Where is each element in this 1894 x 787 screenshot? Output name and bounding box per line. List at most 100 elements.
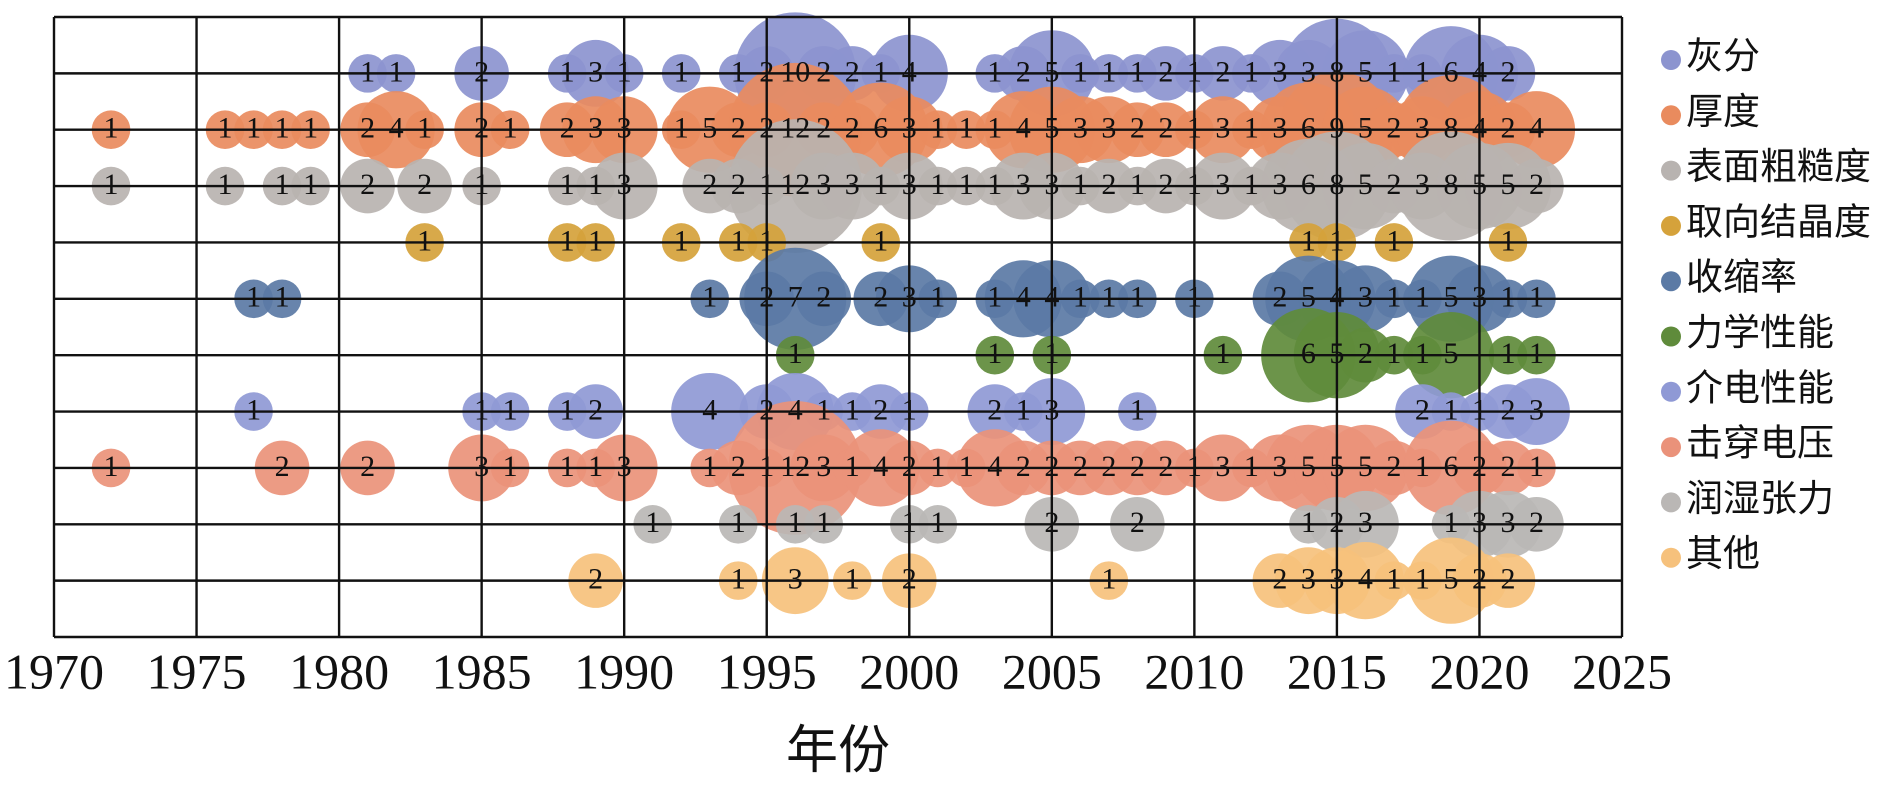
bubble-label: 1 — [104, 168, 119, 201]
bubble-label: 3 — [588, 55, 603, 88]
bubble-label: 2 — [902, 563, 917, 596]
x-tick-label: 1980 — [289, 643, 389, 699]
bubble-label: 3 — [1272, 450, 1287, 483]
bubble-label: 1 — [930, 281, 945, 314]
bubble-label: 1 — [987, 168, 1002, 201]
bubble-label: 2 — [360, 112, 375, 145]
bubble-label: 2 — [759, 55, 774, 88]
legend-label: 力学性能 — [1686, 312, 1834, 354]
bubble-label: 7 — [788, 281, 803, 314]
bubble-label: 3 — [1301, 563, 1316, 596]
bubble-label: 1 — [1329, 224, 1344, 257]
bubble-label: 2 — [731, 112, 746, 145]
bubble-label: 1 — [1244, 112, 1259, 145]
bubble-label: 1 — [560, 450, 575, 483]
legend-label: 收缩率 — [1686, 257, 1797, 299]
bubble-label: 4 — [1016, 281, 1031, 314]
bubble-label: 1 — [1244, 55, 1259, 88]
legend-label: 介电性能 — [1686, 367, 1834, 409]
bubble-label: 1 — [218, 168, 233, 201]
x-tick-label: 1990 — [574, 643, 674, 699]
bubble-label: 2 — [731, 450, 746, 483]
bubble-label: 1 — [1130, 168, 1145, 201]
legend-label: 润湿张力 — [1686, 479, 1834, 520]
bubble-label: 3 — [1016, 168, 1031, 201]
bubble-label: 1 — [588, 224, 603, 257]
bubble-label: 1 — [1073, 281, 1088, 314]
bubble-label: 1 — [987, 337, 1002, 370]
legend-label: 厚度 — [1686, 91, 1760, 133]
bubble-label: 2 — [1500, 563, 1515, 596]
bubble-label: 5 — [1472, 168, 1487, 201]
bubble-label: 3 — [1529, 393, 1544, 426]
bubble-label: 2 — [1044, 506, 1059, 539]
bubble-label: 2 — [702, 168, 717, 201]
bubble-label: 2 — [1215, 55, 1230, 88]
bubble-label: 2 — [1529, 506, 1544, 539]
x-tick-label: 2025 — [1572, 643, 1672, 699]
bubble-label: 2 — [1130, 450, 1145, 483]
bubble-label: 2 — [759, 393, 774, 426]
bubble-label: 2 — [902, 450, 917, 483]
bubble-label: 1 — [1529, 450, 1544, 483]
x-tick-label: 1975 — [147, 643, 247, 699]
bubble-label: 2 — [1500, 393, 1515, 426]
bubble-label: 1 — [246, 393, 261, 426]
bubble-label: 2 — [845, 112, 860, 145]
bubble-label: 2 — [1073, 450, 1088, 483]
bubble-label: 1 — [731, 224, 746, 257]
bubble-label: 1 — [1301, 224, 1316, 257]
bubble-label: 5 — [1044, 55, 1059, 88]
bubble-label: 3 — [1301, 55, 1316, 88]
bubble-label: 1 — [987, 281, 1002, 314]
bubble-label: 1 — [1500, 337, 1515, 370]
bubble-label: 6 — [1443, 450, 1458, 483]
bubble-label: 10 — [780, 55, 810, 88]
bubble-label: 3 — [1415, 112, 1430, 145]
bubble-label: 2 — [1016, 450, 1031, 483]
legend-marker — [1661, 381, 1681, 402]
bubble-label: 6 — [873, 112, 888, 145]
bubble-label: 4 — [788, 393, 803, 426]
bubble-label: 3 — [902, 168, 917, 201]
bubble-label: 2 — [1158, 450, 1173, 483]
bubble-label: 2 — [1386, 168, 1401, 201]
bubble-label: 1 — [1415, 281, 1430, 314]
bubble-label: 2 — [873, 281, 888, 314]
bubble-label: 1 — [1386, 563, 1401, 596]
bubble-label: 6 — [1443, 55, 1458, 88]
bubble-label: 1 — [560, 55, 575, 88]
bubble-label: 1 — [417, 112, 432, 145]
bubble-label: 1 — [1301, 506, 1316, 539]
bubble-label: 5 — [1329, 450, 1344, 483]
bubble-label: 1 — [902, 393, 917, 426]
grid-layer — [52, 15, 1624, 639]
x-tick-label: 2010 — [1144, 643, 1244, 699]
bubble-label: 4 — [1044, 281, 1059, 314]
bubble-label: 3 — [1044, 393, 1059, 426]
bubble-label: 1 — [275, 168, 290, 201]
bubble-label: 1 — [1073, 168, 1088, 201]
bubble-label: 2 — [1130, 112, 1145, 145]
bubble-label: 2 — [1130, 506, 1145, 539]
bubble-label: 3 — [902, 112, 917, 145]
bubble-label: 1 — [930, 168, 945, 201]
bubble-label: 3 — [1415, 168, 1430, 201]
bubble-label: 1 — [1415, 337, 1430, 370]
bubble-label: 2 — [474, 55, 489, 88]
bubble-label: 1 — [218, 112, 233, 145]
bubble-label: 2 — [816, 281, 831, 314]
bubble-label: 3 — [1272, 168, 1287, 201]
bubble-label: 8 — [1443, 168, 1458, 201]
bubble-label: 2 — [1101, 450, 1116, 483]
bubble-label: 1 — [645, 506, 660, 539]
bubble-label: 5 — [1500, 168, 1515, 201]
bubble-label: 1 — [731, 563, 746, 596]
bubble-label: 4 — [873, 450, 888, 483]
bubble-label: 5 — [702, 112, 717, 145]
bubble-label: 4 — [1472, 55, 1487, 88]
bubble-label: 3 — [1272, 112, 1287, 145]
bubble-label: 5 — [1358, 55, 1373, 88]
bubble-label: 1 — [1443, 506, 1458, 539]
bubble-label: 5 — [1443, 337, 1458, 370]
